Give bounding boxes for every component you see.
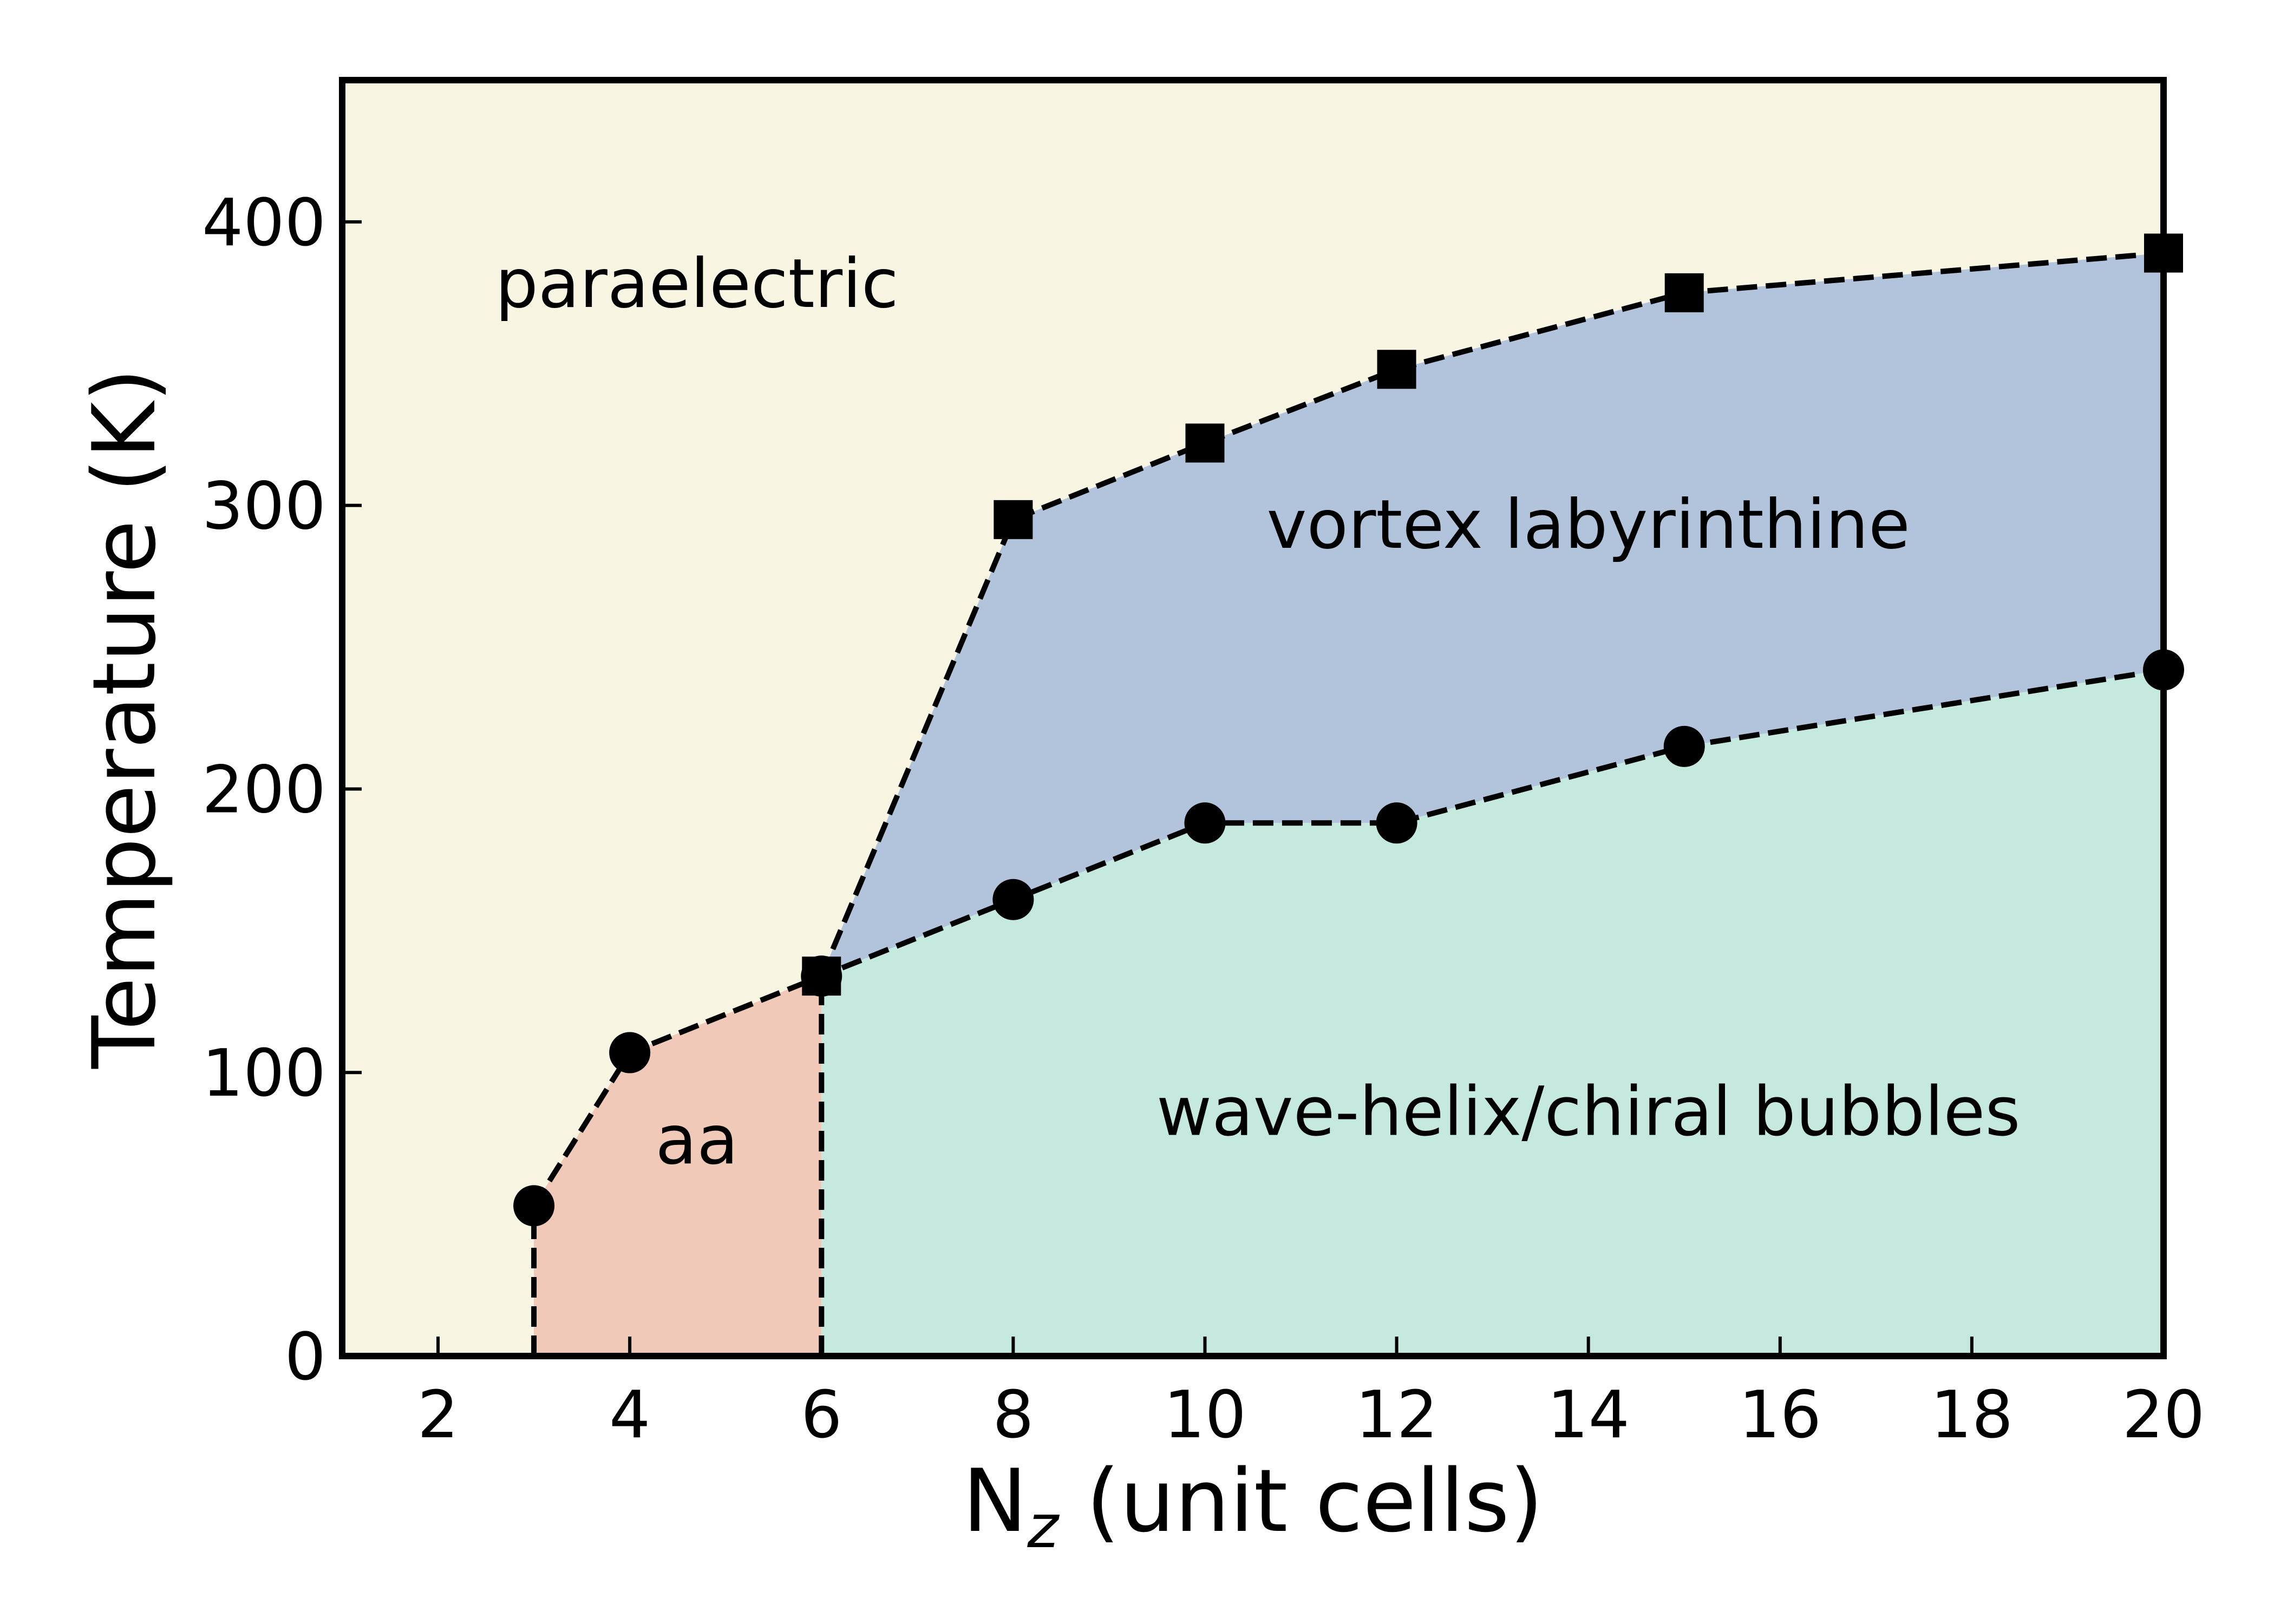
circle-marker-6 [1663, 725, 1705, 767]
square-series-line [819, 250, 2164, 978]
x-tick-label: 12 [1355, 1378, 1438, 1453]
phase-boundaries [531, 250, 2164, 1356]
phase-regions [342, 80, 2164, 1356]
x-tick-label: 8 [992, 1378, 1034, 1453]
square-marker-4 [1664, 273, 1704, 312]
region-label-0: paraelectric [495, 245, 899, 323]
x-tick-label: 14 [1547, 1378, 1630, 1453]
x-tick-label: 16 [1739, 1378, 1821, 1453]
y-axis-label: Temperature (K) [74, 368, 175, 1069]
x-axis-label: Nz (unit cells) [963, 1450, 1544, 1561]
circle-marker-1 [609, 1032, 651, 1073]
square-marker-2 [1185, 423, 1225, 463]
circle-marker-2 [801, 955, 842, 997]
x-axis-ticks: 2 4 6 8 10 12 14 16 18 20 [417, 1337, 2205, 1453]
region-label-2: vortex labyrinthine [1267, 486, 1910, 564]
x-tick-label: 2 [417, 1378, 459, 1453]
y-axis-ticks: 0 100 200 300 400 [202, 186, 362, 1395]
square-marker-1 [994, 500, 1033, 539]
circle-marker-0 [513, 1185, 555, 1227]
x-tick-label: 4 [609, 1378, 650, 1453]
y-tick-label: 100 [202, 1036, 326, 1111]
plot-frame [339, 77, 2167, 1359]
region-label-1: aa [655, 1101, 738, 1180]
x-tick-label: 6 [801, 1378, 842, 1453]
region-aa [534, 976, 822, 1356]
y-tick-label: 0 [285, 1320, 326, 1395]
region-labels: paraelectric aa vortex labyrinthine wave-he… [495, 245, 2021, 1180]
region-vortex-labyrinthine [821, 253, 2164, 977]
y-tick-label: 200 [202, 752, 326, 828]
circle-series-line [531, 667, 2164, 1208]
y-tick-label: 300 [202, 469, 326, 545]
y-tick-label: 400 [202, 186, 326, 261]
x-axis-label-rest: (unit cells) [1058, 1450, 1543, 1551]
region-label-3: wave-helix/chiral bubbles [1156, 1072, 2021, 1151]
x-axis-label-main: N [963, 1450, 1028, 1551]
x-tick-label: 20 [2122, 1378, 2205, 1453]
circle-marker-5 [1376, 802, 1417, 844]
region-wave-helix-chiral-bubbles [821, 670, 2164, 1356]
x-axis-label-subscript: z [1027, 1492, 1060, 1561]
square-marker-3 [1377, 350, 1416, 389]
x-tick-label: 18 [1931, 1378, 2014, 1453]
circle-marker-4 [1184, 802, 1226, 844]
x-tick-label: 10 [1164, 1378, 1246, 1453]
circle-marker-3 [992, 879, 1034, 920]
